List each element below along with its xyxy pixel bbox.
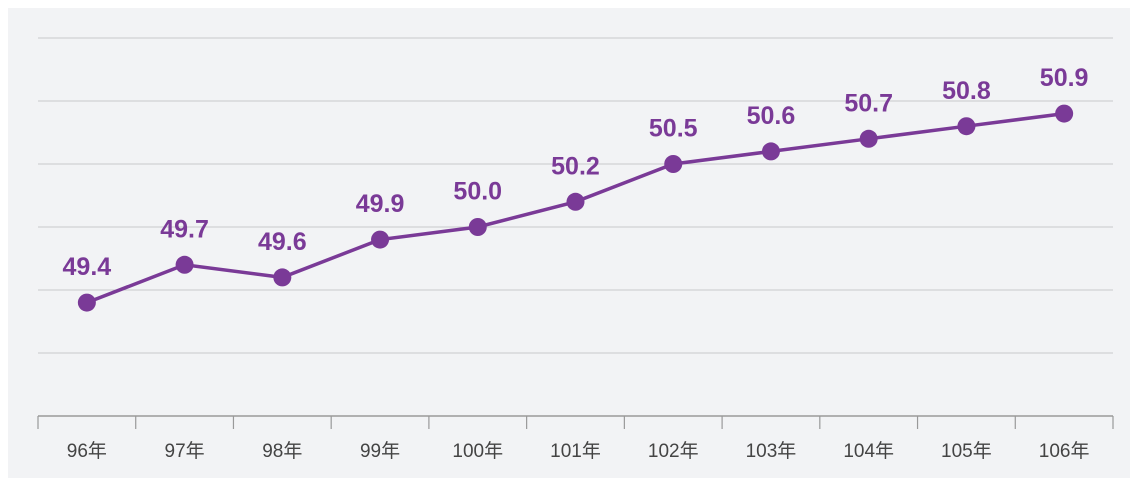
point (175, 255, 194, 274)
data-label: 50.8 (942, 77, 991, 105)
data-label: 50.0 (453, 178, 502, 206)
point (664, 155, 683, 173)
point (371, 230, 390, 249)
point (77, 293, 96, 312)
plot-background (8, 8, 1130, 478)
point (859, 129, 878, 148)
point (468, 218, 487, 236)
data-label: 50.6 (747, 102, 796, 130)
data-label: 50.2 (551, 152, 600, 180)
x-tick-label: 101年 (550, 440, 601, 462)
x-tick-label: 103年 (746, 440, 797, 462)
x-tick-label: 99年 (360, 440, 400, 462)
point (273, 268, 292, 287)
x-tick-label: 97年 (165, 440, 205, 462)
data-label: 49.6 (258, 228, 307, 256)
point (566, 192, 585, 211)
x-tick-label: 105年 (941, 440, 992, 462)
data-label: 49.4 (63, 253, 112, 281)
x-tick-label: 106年 (1039, 440, 1090, 462)
x-tick-label: 102年 (648, 440, 699, 462)
data-label: 49.9 (356, 190, 405, 218)
data-label: 50.9 (1040, 64, 1089, 92)
point (1055, 104, 1074, 123)
data-label: 49.7 (160, 215, 209, 243)
point (957, 117, 976, 136)
x-tick-label: 98年 (262, 440, 302, 462)
x-tick-label: 96年 (67, 440, 107, 462)
data-label: 50.7 (844, 89, 893, 117)
x-tick-label: 100年 (452, 440, 503, 462)
x-tick-label: 104年 (843, 440, 894, 462)
point (761, 142, 780, 161)
data-label: 50.5 (649, 115, 698, 143)
